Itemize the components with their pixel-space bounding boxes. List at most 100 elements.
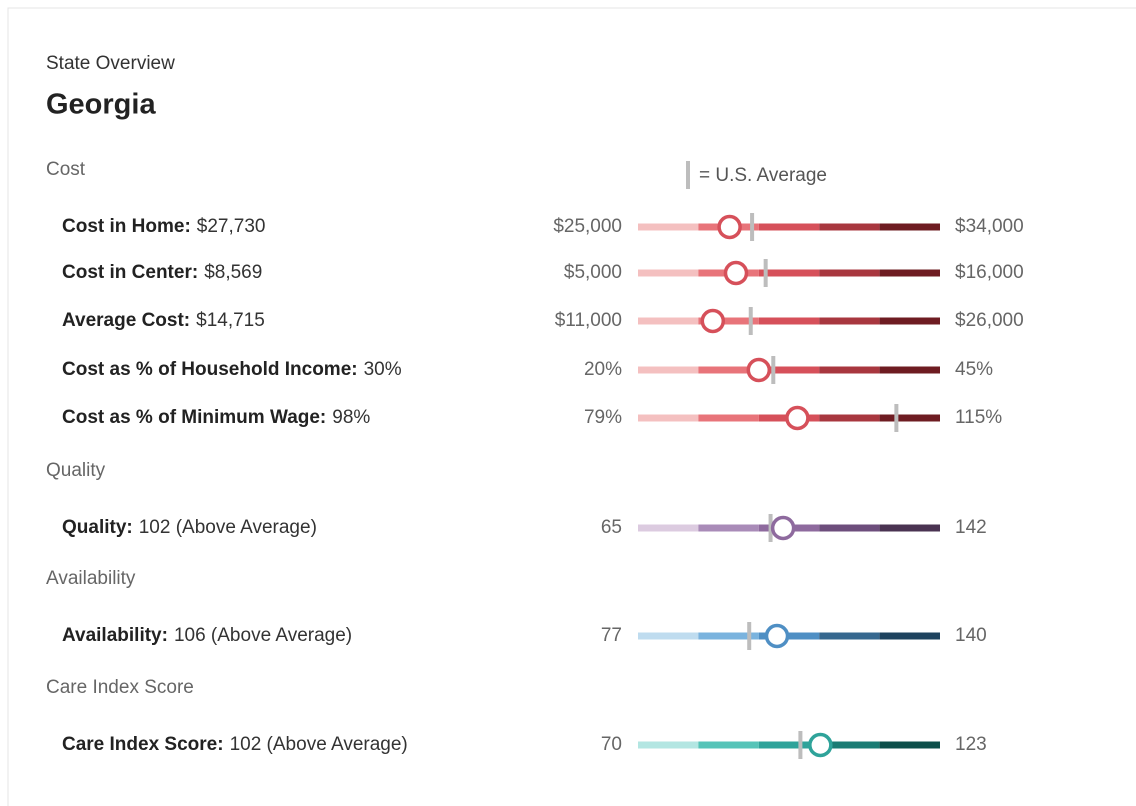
- min-label: 79%: [584, 407, 622, 428]
- us-average-tick: [771, 356, 776, 384]
- value-marker: [723, 260, 749, 286]
- gauge-segment: [758, 269, 820, 277]
- min-label: 20%: [584, 359, 622, 380]
- value: 30%: [364, 359, 402, 380]
- gauge-segment: [638, 317, 699, 325]
- us-average-tick: [894, 404, 899, 432]
- gauge-segment: [819, 317, 880, 325]
- title: Georgia: [46, 89, 156, 121]
- label: Average Cost:: [62, 310, 190, 331]
- section-title: Cost: [46, 159, 86, 180]
- gauge-segment: [698, 524, 759, 532]
- max-label: 140: [955, 625, 987, 646]
- us-average-tick: [748, 307, 753, 335]
- value: 98%: [332, 407, 370, 428]
- gauge-segment: [638, 269, 699, 277]
- section-title: Quality: [46, 460, 106, 481]
- value: 106 (Above Average): [174, 625, 352, 646]
- us-average-tick: [750, 213, 755, 241]
- subtitle: State Overview: [46, 53, 175, 74]
- max-label: $26,000: [955, 310, 1024, 331]
- value: $14,715: [196, 310, 265, 331]
- legend-text: = U.S. Average: [699, 165, 827, 186]
- gauge-segment: [758, 741, 820, 749]
- gauge-segment: [879, 414, 940, 422]
- gauge-segment: [698, 366, 759, 374]
- gauge-segment: [879, 366, 940, 374]
- row-label: Cost as % of Household Income: 30%: [62, 359, 402, 380]
- value-marker: [700, 308, 726, 334]
- value-marker: [717, 214, 742, 240]
- card-border: [7, 7, 1136, 806]
- value: 102 (Above Average): [230, 734, 408, 755]
- gauge-segment: [698, 317, 759, 325]
- value: $27,730: [197, 216, 266, 237]
- gauge-segment: [638, 632, 699, 640]
- label: Cost as % of Household Income:: [62, 359, 358, 380]
- gauge-segment: [819, 632, 880, 640]
- gauge-segment: [758, 317, 820, 325]
- min-label: 70: [601, 734, 622, 755]
- gauge-segment: [758, 366, 820, 374]
- value-marker: [808, 732, 833, 758]
- gauge-segment: [638, 223, 699, 231]
- label: Availability:: [62, 625, 168, 646]
- min-label: $25,000: [553, 216, 622, 237]
- gauge-segment: [698, 632, 759, 640]
- max-label: 45%: [955, 359, 993, 380]
- gauge-segment: [819, 524, 880, 532]
- row-label: Average Cost: $14,715: [62, 310, 265, 331]
- gauge-segment: [819, 223, 880, 231]
- max-label: 123: [955, 734, 987, 755]
- gauge-segment: [819, 366, 880, 374]
- label: Cost as % of Minimum Wage:: [62, 407, 326, 428]
- us-average-tick: [763, 259, 768, 287]
- value-marker: [770, 515, 796, 541]
- us-average-tick: [747, 622, 752, 650]
- label: Care Index Score:: [62, 734, 224, 755]
- value-marker: [764, 623, 790, 649]
- value: 102 (Above Average): [139, 517, 317, 538]
- value-marker: [785, 405, 810, 431]
- max-label: 142: [955, 517, 987, 538]
- row-label: Cost in Center: $8,569: [62, 262, 262, 283]
- gauge-segment: [879, 524, 940, 532]
- gauge-segment: [819, 414, 880, 422]
- gauge-segment: [638, 414, 699, 422]
- value-marker: [746, 357, 772, 383]
- row-label: Care Index Score: 102 (Above Average): [62, 734, 408, 755]
- section-title: Care Index Score: [46, 677, 194, 698]
- min-label: $11,000: [555, 310, 622, 331]
- label: Cost in Center:: [62, 262, 198, 283]
- gauge-segment: [698, 414, 759, 422]
- gauge-segment: [758, 223, 820, 231]
- legend-swatch: [686, 161, 690, 189]
- max-label: $16,000: [955, 262, 1024, 283]
- row-label: Cost as % of Minimum Wage: 98%: [62, 407, 370, 428]
- gauge-segment: [879, 741, 940, 749]
- min-label: $5,000: [564, 262, 622, 283]
- gauge-segment: [638, 366, 699, 374]
- gauge-segment: [879, 632, 940, 640]
- gauge-segment: [638, 524, 699, 532]
- section-title: Availability: [46, 568, 136, 589]
- gauge-segment: [879, 269, 940, 277]
- gauge-segment: [698, 741, 759, 749]
- row-label: Cost in Home: $27,730: [62, 216, 265, 237]
- us-average-tick: [798, 731, 803, 759]
- label: Quality:: [62, 517, 133, 538]
- us-average-tick: [768, 514, 773, 542]
- min-label: 77: [601, 625, 622, 646]
- label: Cost in Home:: [62, 216, 191, 237]
- gauge-segment: [819, 269, 880, 277]
- gauge-segment: [879, 223, 940, 231]
- max-label: 115%: [955, 407, 1002, 428]
- max-label: $34,000: [955, 216, 1024, 237]
- gauge-segment: [819, 741, 880, 749]
- row-label: Quality: 102 (Above Average): [62, 517, 317, 538]
- min-label: 65: [601, 517, 622, 538]
- gauge-segment: [879, 317, 940, 325]
- gauge-segment: [638, 741, 699, 749]
- row-label: Availability: 106 (Above Average): [62, 625, 352, 646]
